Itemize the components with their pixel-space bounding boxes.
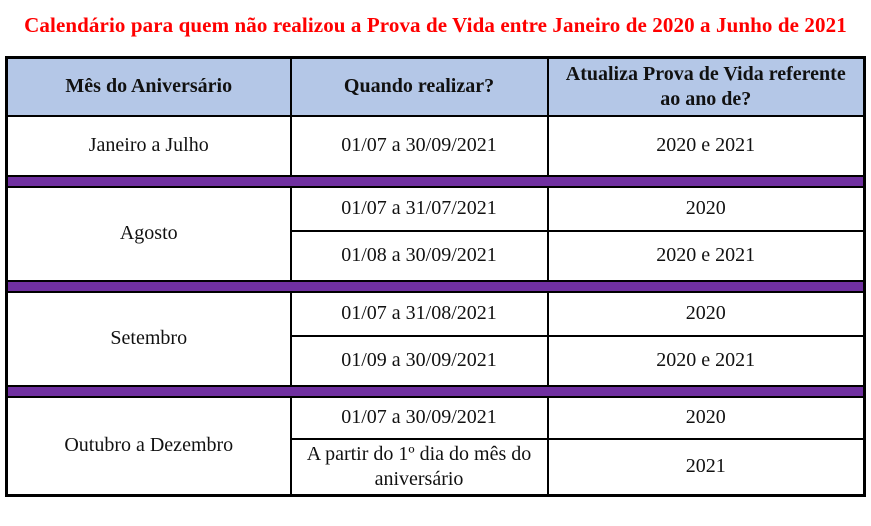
when-cell: 01/07 a 30/09/2021 [289,395,549,440]
month-cell-agosto: Agosto [5,185,292,282]
header-mes-do-aniversario: Mês do Aniversário [5,56,292,117]
purple-separator [5,384,866,398]
table-row: Janeiro a Julho 01/07 a 30/09/2021 2020 … [5,114,866,177]
separator-row [5,174,866,188]
table-row: 01/08 a 30/09/2021 2020 e 2021 [7,229,866,282]
purple-separator [5,279,866,293]
year-cell: 2020 [546,395,866,440]
month-cell-setembro: Setembro [5,290,292,387]
separator-row [5,279,866,293]
when-cell: 01/07 a 31/07/2021 [289,185,549,232]
when-cell: A partir do 1º dia do mês do aniversário [289,437,549,497]
year-cell: 2020 [546,290,866,337]
year-cell: 2020 [546,185,866,232]
when-cell: 01/08 a 30/09/2021 [289,229,549,282]
header-atualiza-prova-de-vida: Atualiza Prova de Vida referente ao ano … [546,56,866,117]
when-cell: 01/07 a 30/09/2021 [289,114,549,177]
calendar-table: Mês do Aniversário Quando realizar? Atua… [5,56,866,497]
page-title: Calendário para quem não realizou a Prov… [24,13,847,37]
table-row: Outubro a Dezembro 01/07 a 30/09/2021 20… [5,395,866,497]
year-cell: 2020 e 2021 [546,334,866,387]
header-quando-realizar: Quando realizar? [289,56,549,117]
purple-separator [5,174,866,188]
table-row: 01/09 a 30/09/2021 2020 e 2021 [7,334,866,387]
month-cell-outubro-dezembro: Outubro a Dezembro [5,395,292,497]
month-cell-janeiro-julho: Janeiro a Julho [5,114,292,177]
table-row: A partir do 1º dia do mês do aniversário… [7,437,866,497]
year-cell: 2020 e 2021 [546,114,866,177]
year-cell: 2020 e 2021 [546,229,866,282]
year-cell: 2021 [546,437,866,497]
separator-row [5,384,866,398]
when-cell: 01/07 a 31/08/2021 [289,290,549,337]
table-row: Setembro 01/07 a 31/08/2021 2020 [5,290,866,387]
table-row: Agosto 01/07 a 31/07/2021 2020 [5,185,866,282]
table-header-row: Mês do Aniversário Quando realizar? Atua… [5,56,866,117]
when-cell: 01/09 a 30/09/2021 [289,334,549,387]
